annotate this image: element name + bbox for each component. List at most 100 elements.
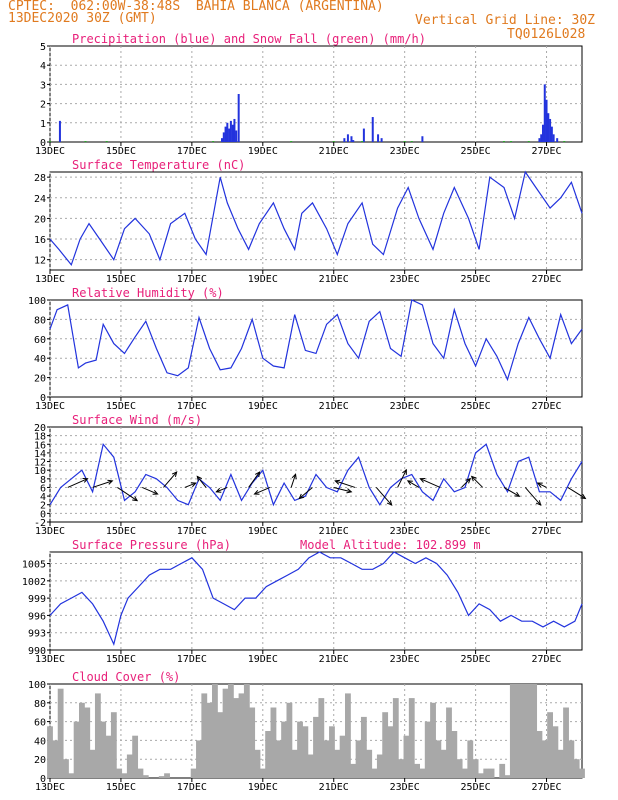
- cloud-bar: [105, 735, 112, 778]
- cloud-bar: [541, 740, 548, 778]
- precip-bar: [547, 113, 550, 142]
- snow-bar: [527, 141, 530, 143]
- cloud-bar: [318, 698, 325, 778]
- cloud-bar: [334, 749, 341, 778]
- x-tick-label: 27DEC: [531, 782, 561, 793]
- panel-annotation: Model Altitude: 102.899 m: [300, 538, 481, 552]
- y-tick-label: 16: [34, 235, 46, 246]
- cloud-bar: [265, 731, 272, 778]
- wind-arrow: [420, 478, 441, 488]
- x-tick-label: 13DEC: [35, 526, 65, 537]
- precip-bar: [362, 128, 365, 142]
- cloud-bar: [414, 763, 420, 778]
- cloud-bar: [47, 726, 53, 778]
- cloud-bar: [73, 721, 80, 778]
- x-tick-label: 23DEC: [390, 274, 420, 285]
- precip-bar: [538, 138, 541, 142]
- cloud-bar: [206, 702, 213, 778]
- cloud-bar: [307, 754, 314, 778]
- x-tick-label: 15DEC: [106, 526, 136, 537]
- cloud-bar: [68, 773, 75, 778]
- y-tick-label: 80: [34, 315, 46, 326]
- y-tick-label: 993: [28, 629, 46, 640]
- y-tick-label: 0: [40, 509, 46, 520]
- cloud-bar: [579, 768, 585, 778]
- y-tick-label: 1002: [22, 577, 46, 588]
- x-tick-label: 19DEC: [248, 274, 278, 285]
- precip-bar: [552, 134, 555, 142]
- y-tick-label: 8: [40, 475, 46, 486]
- y-tick-label: 990: [28, 646, 46, 657]
- wind-arrow: [375, 487, 393, 506]
- cloud-bar: [286, 702, 293, 778]
- y-tick-label: 16: [34, 440, 46, 451]
- y-tick-label: -2: [34, 518, 46, 529]
- cloud-bar: [79, 702, 85, 778]
- x-tick-label: 15DEC: [106, 782, 136, 793]
- panel-1: [47, 170, 583, 274]
- series-line: [49, 299, 583, 382]
- y-tick-label: 4: [40, 61, 46, 72]
- snow-bar: [212, 141, 215, 143]
- cloud-bar: [392, 698, 399, 778]
- cloud-bar: [313, 716, 319, 778]
- panel-2: [47, 299, 583, 401]
- cloud-bar: [536, 731, 543, 778]
- precip-bar: [221, 138, 224, 142]
- cloud-bar: [573, 759, 580, 778]
- cloud-bar: [483, 768, 490, 778]
- wind-arrow: [163, 471, 178, 488]
- panel-frame: [49, 45, 583, 143]
- x-tick-label: 23DEC: [390, 401, 420, 412]
- x-tick-label: 17DEC: [177, 654, 207, 665]
- wind-arrow-head: [215, 487, 222, 493]
- x-tick-label: 13DEC: [35, 782, 65, 793]
- y-tick-label: 12: [34, 458, 46, 469]
- cloud-bar: [456, 759, 463, 778]
- cloud-bar: [329, 726, 335, 778]
- wind-arrow-head: [514, 491, 521, 497]
- cloud-bar: [552, 726, 559, 778]
- panel-frame: [49, 299, 583, 398]
- cloud-bar: [419, 768, 426, 778]
- wind-arrow-head: [298, 493, 305, 500]
- y-tick-label: 60: [34, 718, 46, 729]
- cloud-bar: [525, 684, 532, 778]
- wind-arrow-head: [419, 477, 426, 483]
- wind-arrow-head: [334, 479, 341, 485]
- x-tick-label: 17DEC: [177, 146, 207, 157]
- x-tick-label: 13DEC: [35, 401, 65, 412]
- x-tick-label: 15DEC: [106, 274, 136, 285]
- panel-frame: [49, 426, 583, 523]
- cloud-bar: [89, 749, 96, 778]
- y-tick-label: 20: [34, 214, 46, 225]
- series-line: [49, 442, 583, 507]
- y-tick-label: 0: [40, 138, 46, 149]
- cloud-bar: [355, 740, 362, 778]
- wind-arrow: [503, 487, 520, 497]
- precip-bar: [545, 99, 548, 142]
- panel-title: Relative Humidity (%): [72, 286, 224, 300]
- y-tick-label: 100: [28, 296, 46, 307]
- y-tick-label: 20: [34, 374, 46, 385]
- cloud-bar: [398, 759, 405, 778]
- x-tick-label: 19DEC: [248, 782, 278, 793]
- snow-bar: [502, 141, 505, 143]
- cloud-bar: [408, 698, 415, 778]
- precip-bar: [224, 126, 227, 142]
- precip-bar: [58, 120, 61, 142]
- cloud-bar: [227, 684, 234, 778]
- run-time: 13DEC2020 30Z (GMT): [8, 11, 157, 26]
- wind-arrow: [290, 474, 297, 488]
- cloud-bar: [164, 773, 170, 778]
- cloud-bar: [254, 749, 261, 778]
- y-tick-label: 14: [34, 449, 46, 460]
- y-tick-label: 20: [34, 755, 46, 766]
- cloud-bar: [249, 707, 256, 778]
- cloud-bar: [430, 702, 436, 778]
- cloud-bar: [297, 721, 303, 778]
- precip-bar: [556, 138, 559, 142]
- precip-bar: [226, 122, 229, 142]
- cloud-bar: [462, 768, 468, 778]
- x-tick-label: 25DEC: [461, 654, 491, 665]
